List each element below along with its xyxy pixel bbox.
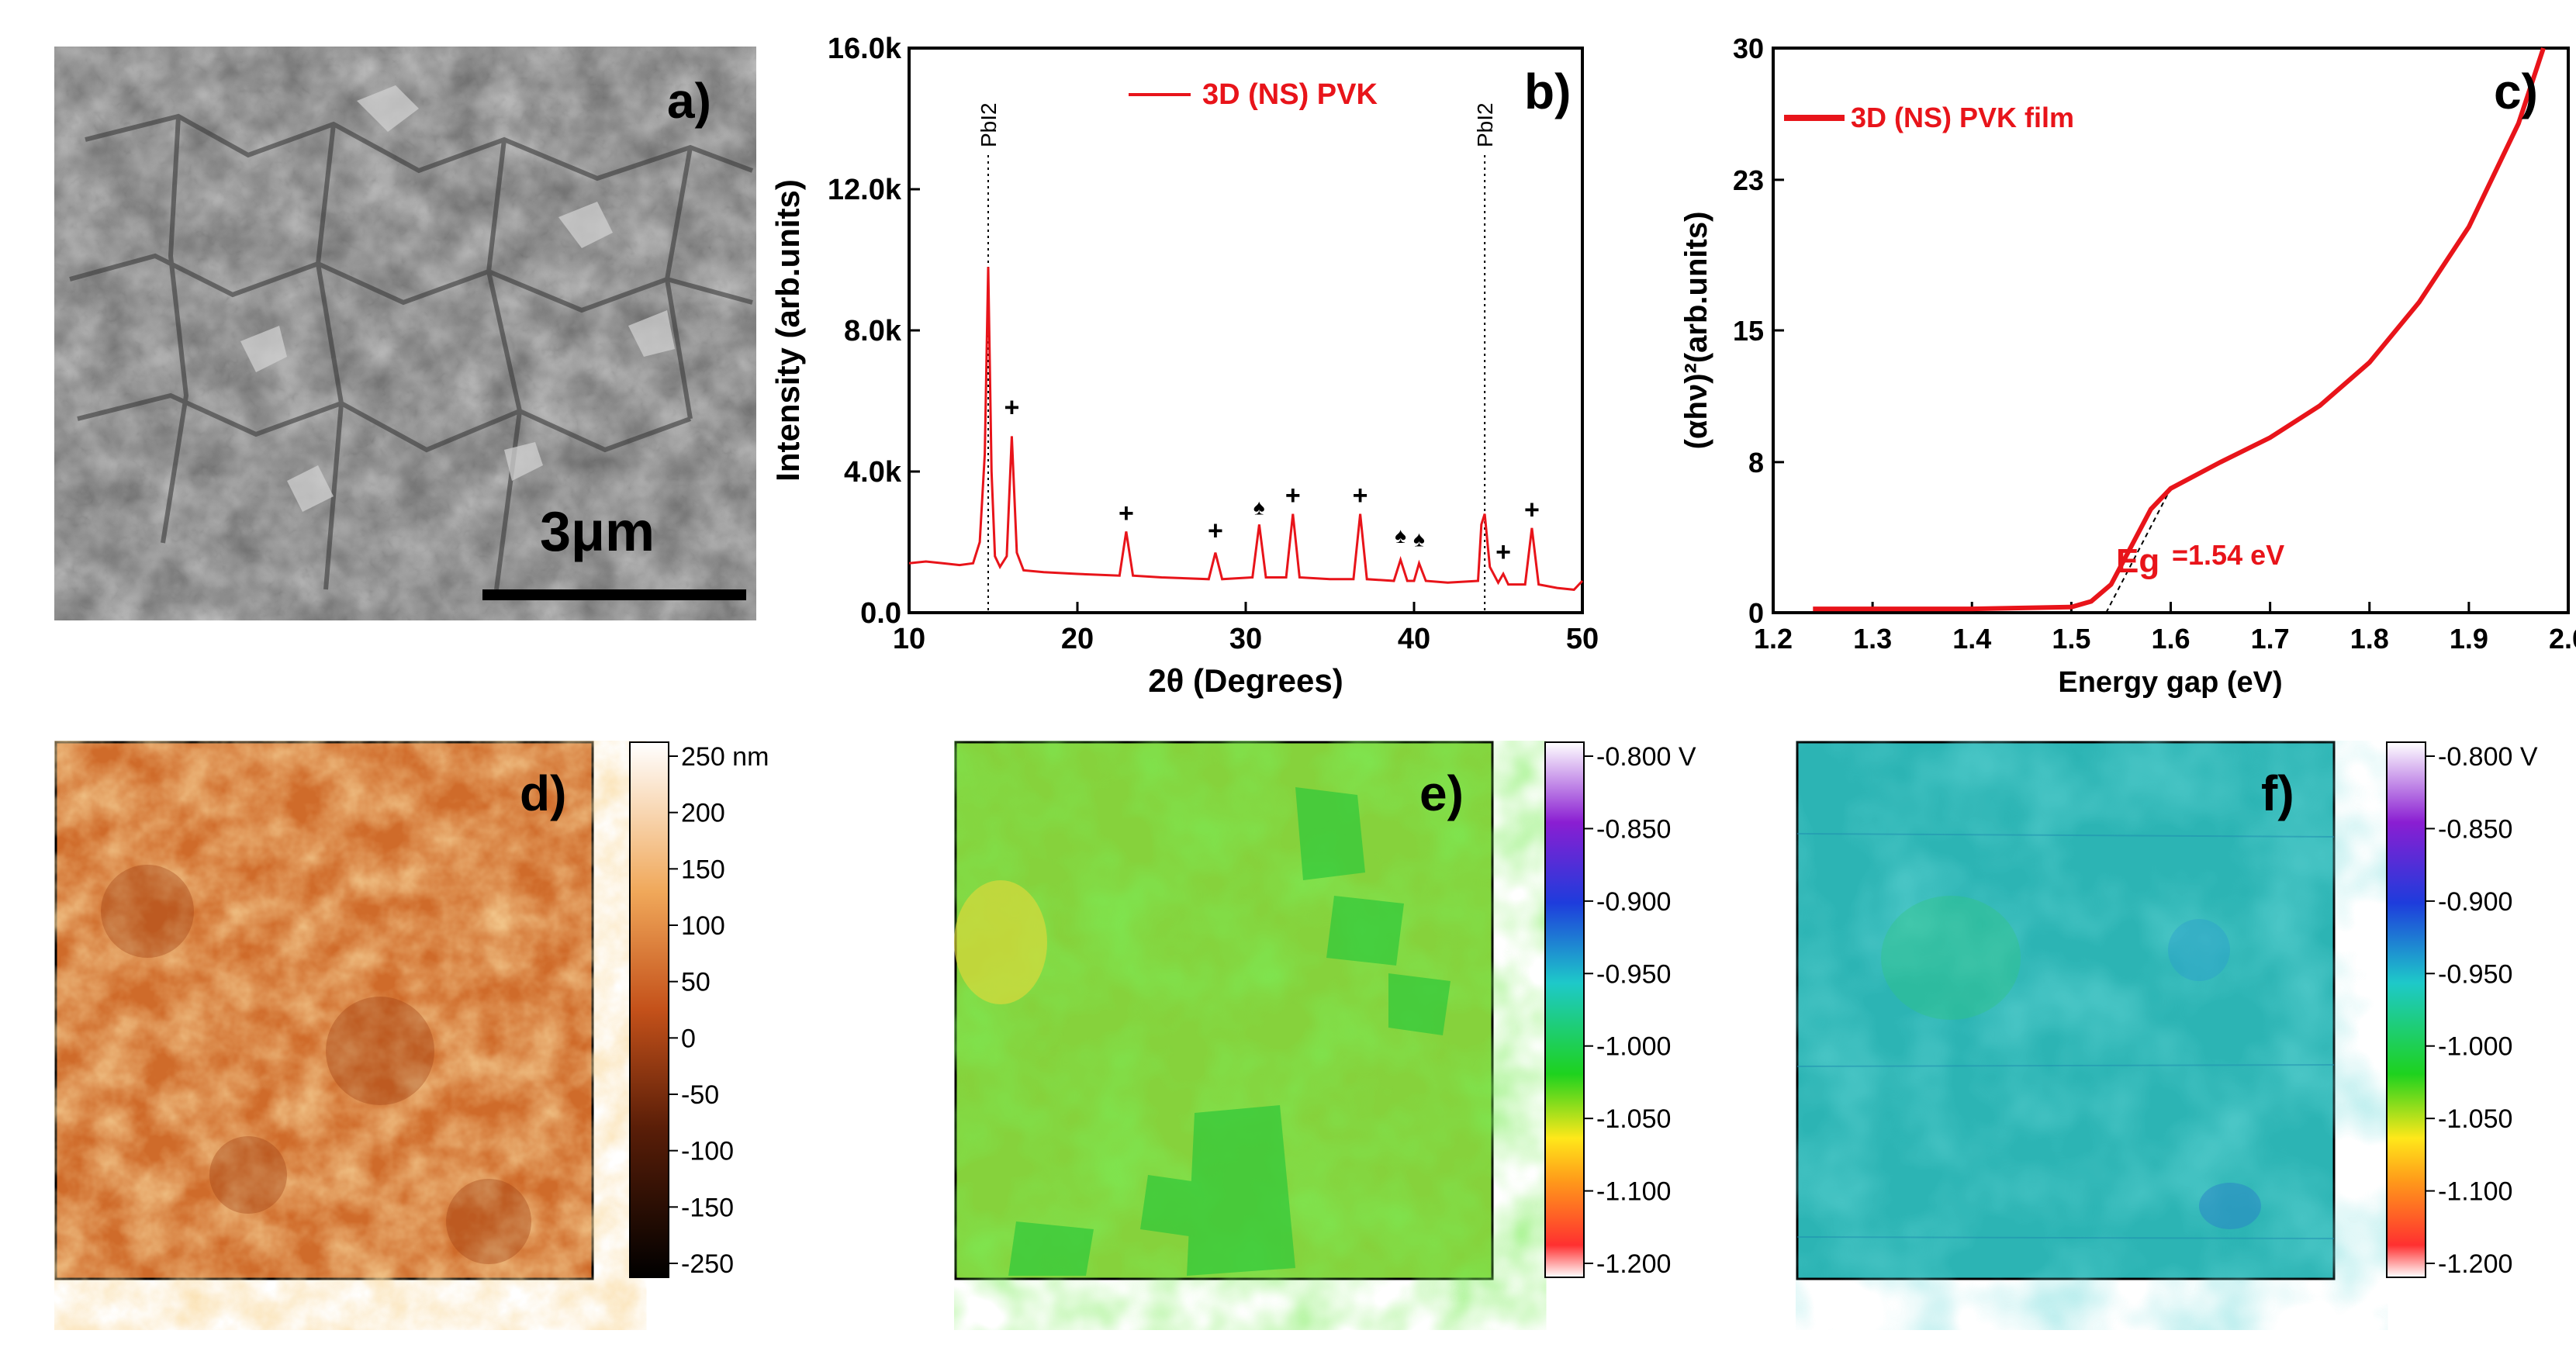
colorbar-tick-label: -1.000 xyxy=(1596,1032,1671,1062)
y-tick-label: 23 xyxy=(1733,164,1764,196)
x-tick-label: 1.8 xyxy=(2350,623,2389,655)
x-tick-label: 40 xyxy=(1398,623,1430,655)
x-tick-label: 1.9 xyxy=(2450,623,2488,655)
colorbar-tick-label: -1.100 xyxy=(2438,1177,2512,1207)
panel-d-letter: d) xyxy=(520,765,566,821)
panel-a-sem-image: a) 3μm xyxy=(54,47,756,620)
panel-e-letter: e) xyxy=(1419,765,1464,821)
pbi2-label: PbI2 xyxy=(977,102,1001,147)
colorbar-tick-label: 100 xyxy=(681,911,725,941)
x-tick-label: 1.7 xyxy=(2251,623,2290,655)
eg-value: =1.54 eV xyxy=(2172,539,2284,571)
tangent-line xyxy=(2105,488,2172,613)
colorbar-tick-label: -0.950 xyxy=(1596,959,1671,989)
colorbar xyxy=(1544,741,1585,1278)
colorbar-tick-label: -150 xyxy=(681,1193,734,1222)
y-tick-label: 12.0k xyxy=(828,174,902,206)
pbi2-label: PbI2 xyxy=(1473,102,1497,147)
colorbar-tick-label: -1.200 xyxy=(2438,1249,2512,1279)
peak-marker: + xyxy=(1208,517,1223,546)
colorbar-tick-label: -0.900 xyxy=(1596,887,1671,917)
x-tick-label: 1.6 xyxy=(2151,623,2190,655)
x-tick-label: 1.3 xyxy=(1853,623,1892,655)
kpfm-f-svg: f) -0.800 V -0.850 -0.900 -0.950 -1.000 -1.05… xyxy=(1796,741,2538,1280)
colorbar xyxy=(2386,741,2426,1278)
panel-f-kpfm-map: f) -0.800 V -0.850 -0.900 -0.950 -1.000 -1.05… xyxy=(1796,741,2576,1330)
y-tick-label: 30 xyxy=(1733,33,1764,64)
y-tick-label: 0 xyxy=(1748,597,1764,629)
xrd-series-line xyxy=(908,267,1584,591)
legend-label: 3D (NS) PVK xyxy=(1202,78,1378,111)
xrd-chart-svg: 10 20 30 40 50 0.0 4.0k 8.0k 12.0k 16.0k PbI2 PbI2… xyxy=(769,33,1599,699)
legend-label: 3D (NS) PVK film xyxy=(1851,102,2074,133)
peak-marker: + xyxy=(1004,392,1019,422)
x-tick-label: 30 xyxy=(1229,623,1262,655)
x-tick-label: 1.5 xyxy=(2052,623,2090,655)
colorbar-tick-label: 200 xyxy=(681,799,725,828)
x-axis-label: 2θ (Degrees) xyxy=(1148,662,1343,699)
y-tick-label: 4.0k xyxy=(844,456,902,489)
tauc-series-line xyxy=(1813,47,2546,612)
colorbar-tick-label: -1.050 xyxy=(1596,1104,1671,1134)
colorbar-tick-label: -0.900 xyxy=(2438,887,2512,917)
colorbar-tick-label: -0.850 xyxy=(2438,814,2512,844)
colorbar-tick-label: 0 xyxy=(681,1024,696,1053)
colorbar-tick-label: 150 xyxy=(681,855,725,884)
colorbar-tick-label: 50 xyxy=(681,968,711,997)
peak-marker: ♠ xyxy=(1395,523,1406,548)
colorbar-tick-label: -250 xyxy=(681,1249,734,1279)
panel-c-tauc-chart: 1.2 1.3 1.4 1.5 1.6 1.7 1.8 1.9 2.0 0 8 15 23 30 3D (… xyxy=(1660,23,2576,721)
peak-marker: + xyxy=(1353,481,1368,510)
colorbar-tick-label: -50 xyxy=(681,1080,719,1110)
x-tick-label: 1.4 xyxy=(1952,623,1991,655)
colorbar-tick-label: -1.200 xyxy=(1596,1249,1671,1279)
panel-b-xrd-chart: 10 20 30 40 50 0.0 4.0k 8.0k 12.0k 16.0k PbI2 PbI2… xyxy=(745,23,1629,721)
y-tick-label: 15 xyxy=(1733,315,1764,347)
y-tick-label: 8 xyxy=(1748,447,1764,479)
x-tick-label: 50 xyxy=(1566,623,1599,655)
eg-label: Eg xyxy=(2116,542,2159,580)
peak-marker: + xyxy=(1495,537,1511,567)
y-axis-label: (αhν)²(arb.units) xyxy=(1679,212,1713,450)
afm-topography-svg: d) 250 nm 200 150 100 50 0 -50 -100 -150 -250 xyxy=(54,741,769,1280)
colorbar-tick-label: 250 nm xyxy=(681,742,769,772)
tauc-chart-svg: 1.2 1.3 1.4 1.5 1.6 1.7 1.8 1.9 2.0 0 8 15 23 30 3D (… xyxy=(1679,33,2576,699)
x-tick-label: 20 xyxy=(1061,623,1094,655)
x-tick-label: 2.0 xyxy=(2549,623,2576,655)
y-tick-label: 8.0k xyxy=(844,315,902,347)
scalebar-label: 3μm xyxy=(540,501,655,563)
x-axis-label: Energy gap (eV) xyxy=(2058,666,2282,699)
peak-marker: ♠ xyxy=(1413,527,1425,551)
panel-d-afm-map: d) 250 nm 200 150 100 50 0 -50 -100 -150 -250 xyxy=(54,741,845,1330)
kpfm-e-svg: e) -0.800 V -0.850 -0.900 -0.950 -1.000 -1.05… xyxy=(954,741,1696,1280)
colorbar-tick-label: -0.800 V xyxy=(2438,742,2538,772)
panel-e-kpfm-map: e) -0.800 V -0.850 -0.900 -0.950 -1.000 -1.05… xyxy=(954,741,1745,1330)
x-tick-label: 1.2 xyxy=(1754,623,1793,655)
colorbar-tick-label: -0.950 xyxy=(2438,959,2512,989)
colorbar-tick-label: -1.000 xyxy=(2438,1032,2512,1062)
panel-c-letter: c) xyxy=(2494,64,2538,119)
peak-marker: + xyxy=(1119,499,1134,528)
peak-marker: ♠ xyxy=(1253,496,1265,520)
y-tick-label: 16.0k xyxy=(828,33,902,65)
colorbar-tick-label: -1.100 xyxy=(1596,1177,1671,1207)
peak-marker: + xyxy=(1524,495,1540,524)
panel-b-letter: b) xyxy=(1524,64,1571,119)
x-tick-label: 10 xyxy=(893,623,925,655)
colorbar-tick-label: -100 xyxy=(681,1137,734,1166)
peak-marker: + xyxy=(1285,481,1301,510)
panel-f-letter: f) xyxy=(2261,765,2294,821)
y-axis-label: Intensity (arb.units) xyxy=(769,179,806,482)
colorbar xyxy=(629,741,669,1278)
y-tick-label: 0.0 xyxy=(860,597,901,630)
panel-a-letter: a) xyxy=(667,73,711,129)
colorbar-tick-label: -0.800 V xyxy=(1596,742,1696,772)
colorbar-tick-label: -1.050 xyxy=(2438,1104,2512,1134)
scalebar xyxy=(482,589,746,600)
sem-micrograph: a) 3μm xyxy=(54,47,756,620)
colorbar-tick-label: -0.850 xyxy=(1596,814,1671,844)
